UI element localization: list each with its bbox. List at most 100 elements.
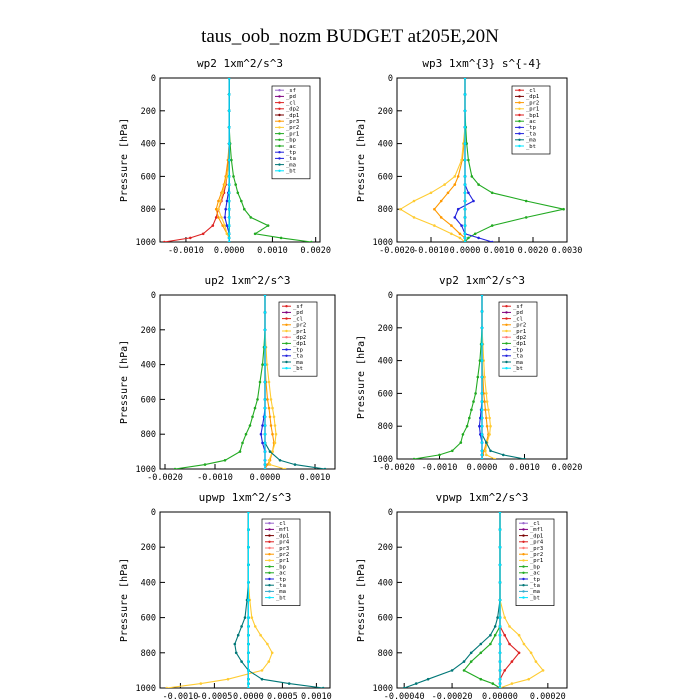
- data-point: [247, 528, 250, 531]
- data-point: [463, 236, 467, 240]
- legend-marker: [268, 596, 271, 599]
- data-point: [510, 682, 514, 685]
- data-point: [461, 433, 465, 436]
- data-point: [460, 224, 463, 227]
- y-axis-label: Pressure [hPa]: [119, 340, 130, 424]
- legend-marker: [505, 323, 508, 326]
- data-point: [226, 677, 230, 681]
- legend-label: _pr1: [293, 329, 306, 335]
- data-point: [273, 424, 277, 427]
- legend-label: _cl: [276, 521, 286, 527]
- data-point: [472, 400, 475, 403]
- data-point: [508, 642, 511, 646]
- data-point: [451, 449, 454, 453]
- data-point: [541, 669, 545, 672]
- data-point: [478, 359, 482, 362]
- data-point: [412, 457, 416, 459]
- legend-label: _ma: [513, 360, 523, 366]
- data-point: [399, 207, 402, 211]
- figure-title: taus_oob_nozm BUDGET at205E,20N: [201, 26, 499, 47]
- legend-label: _cl: [526, 88, 536, 94]
- y-tick-label: 1000: [136, 238, 156, 248]
- data-point: [489, 642, 492, 646]
- legend-marker: [518, 113, 521, 117]
- data-point: [227, 125, 231, 129]
- data-point: [459, 441, 463, 444]
- legend-label: _sf: [286, 88, 296, 94]
- data-point: [473, 232, 477, 236]
- data-point: [479, 677, 483, 681]
- data-point: [463, 224, 467, 227]
- legend-box: [278, 301, 318, 377]
- data-point: [243, 207, 246, 211]
- series-line-dp1: [174, 295, 266, 469]
- data-point: [279, 236, 283, 240]
- x-tick-label: 0.0010: [484, 246, 515, 256]
- data-point: [480, 457, 484, 459]
- data-point: [517, 651, 521, 655]
- data-point: [225, 232, 229, 236]
- legend-label: _bt: [293, 366, 303, 372]
- data-point: [498, 669, 502, 672]
- data-point: [529, 651, 533, 655]
- data-point: [498, 633, 502, 637]
- data-point: [268, 463, 272, 466]
- legend-label: _ma: [526, 138, 536, 144]
- data-point: [247, 581, 250, 584]
- series-group: [399, 78, 565, 242]
- legend-marker: [278, 157, 281, 160]
- y-tick-label: 200: [141, 107, 156, 117]
- data-point: [469, 660, 473, 663]
- legend-marker: [518, 138, 521, 141]
- x-tick-label: -0.00040: [384, 692, 425, 700]
- legend-label: _pr2: [286, 125, 299, 131]
- y-tick-label: 600: [141, 172, 156, 182]
- data-point: [234, 651, 238, 655]
- y-tick-label: 1000: [373, 684, 393, 694]
- data-point: [470, 408, 473, 412]
- data-point: [463, 109, 467, 113]
- legend-marker: [268, 553, 271, 556]
- data-point: [490, 224, 494, 227]
- data-point: [480, 424, 484, 428]
- series-group: [412, 295, 526, 459]
- data-point: [248, 424, 252, 427]
- x-tick-label: 0.00000: [482, 692, 518, 700]
- data-point: [240, 199, 243, 203]
- y-tick-label: 0: [151, 508, 156, 518]
- legend-label: _sf: [513, 304, 523, 310]
- legend-label: _dp1: [286, 113, 299, 119]
- data-point: [253, 625, 257, 628]
- legend-label: _bt: [530, 595, 540, 601]
- data-point: [287, 682, 291, 685]
- y-tick-label: 400: [141, 140, 156, 150]
- data-point: [433, 224, 436, 227]
- y-tick-label: 0: [151, 291, 156, 301]
- x-tick-label: -0.00020: [432, 692, 473, 700]
- legend-marker: [522, 596, 525, 599]
- data-point: [271, 406, 274, 410]
- legend-marker: [268, 584, 271, 587]
- legend-label: _tp: [530, 577, 540, 583]
- legend-marker: [268, 565, 271, 568]
- y-tick-label: 0: [151, 74, 156, 84]
- legend-label: _ac: [530, 571, 540, 577]
- x-tick-label: 0.0010: [301, 692, 332, 700]
- data-point: [463, 93, 467, 96]
- data-point: [517, 633, 521, 637]
- legend-marker: [268, 534, 271, 537]
- data-point: [493, 633, 497, 637]
- data-point: [211, 224, 215, 227]
- data-point: [474, 392, 477, 395]
- legend-marker: [505, 336, 508, 339]
- data-point: [446, 191, 450, 195]
- y-axis-label: Pressure [hPa]: [356, 335, 367, 419]
- data-point: [439, 216, 443, 219]
- legend-marker: [268, 546, 271, 550]
- data-point: [412, 216, 416, 219]
- legend-label: _pr2: [293, 323, 306, 329]
- y-tick-label: 1000: [373, 238, 393, 248]
- data-point: [498, 581, 502, 584]
- data-point: [477, 236, 480, 240]
- legend-label: _tp: [293, 347, 303, 353]
